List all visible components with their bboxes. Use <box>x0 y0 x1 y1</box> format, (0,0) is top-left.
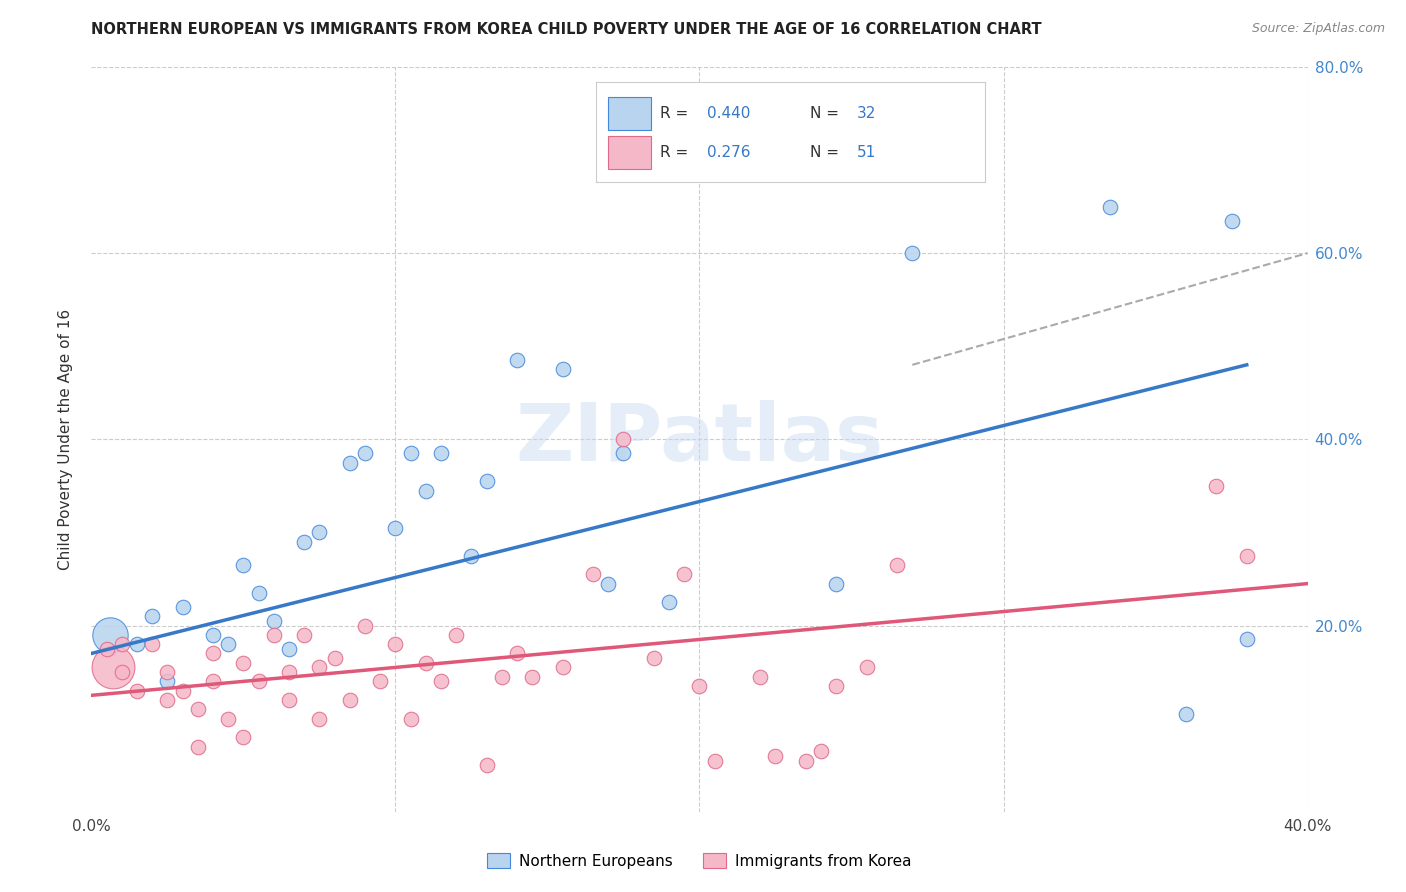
Point <box>612 433 634 447</box>
Point <box>825 679 848 693</box>
Point <box>598 576 620 591</box>
Point <box>308 660 330 674</box>
Point <box>278 693 301 707</box>
Point <box>399 712 422 726</box>
Point <box>582 567 605 582</box>
Point <box>551 362 574 376</box>
Point <box>415 483 437 498</box>
Point <box>96 641 118 656</box>
Point <box>202 674 225 689</box>
Point <box>141 637 163 651</box>
Point <box>339 456 361 470</box>
Point <box>551 660 574 674</box>
Point <box>263 614 285 628</box>
Point <box>323 651 346 665</box>
Point <box>308 712 330 726</box>
Point <box>247 586 270 600</box>
Point <box>1174 706 1197 721</box>
Point <box>111 637 134 651</box>
Point <box>384 521 406 535</box>
Point <box>475 474 498 488</box>
Point <box>1098 200 1121 214</box>
Point <box>810 744 832 758</box>
Point <box>643 651 665 665</box>
Point <box>278 665 301 679</box>
Point <box>232 656 254 670</box>
Point <box>430 674 453 689</box>
Point <box>399 446 422 460</box>
Point <box>825 576 848 591</box>
Text: NORTHERN EUROPEAN VS IMMIGRANTS FROM KOREA CHILD POVERTY UNDER THE AGE OF 16 COR: NORTHERN EUROPEAN VS IMMIGRANTS FROM KOR… <box>91 22 1042 37</box>
Point <box>430 446 453 460</box>
Point <box>278 641 301 656</box>
Point <box>354 446 377 460</box>
Point <box>886 558 908 572</box>
Point <box>368 674 391 689</box>
Point <box>1220 213 1243 227</box>
Point <box>673 567 696 582</box>
Point <box>522 670 544 684</box>
Point <box>1236 549 1258 563</box>
Point <box>765 748 787 763</box>
Point <box>491 670 513 684</box>
Point <box>415 656 437 670</box>
Point <box>217 712 239 726</box>
Y-axis label: Child Poverty Under the Age of 16: Child Poverty Under the Age of 16 <box>58 309 73 570</box>
Point <box>156 674 179 689</box>
Point <box>794 754 817 768</box>
Point <box>263 628 285 642</box>
Text: Source: ZipAtlas.com: Source: ZipAtlas.com <box>1251 22 1385 36</box>
Point <box>172 683 194 698</box>
Point <box>339 693 361 707</box>
Point <box>247 674 270 689</box>
Point <box>202 628 225 642</box>
Point <box>703 754 725 768</box>
Point <box>475 758 498 772</box>
Point <box>125 683 148 698</box>
Point <box>187 739 209 754</box>
Point <box>688 679 710 693</box>
Point <box>292 628 315 642</box>
Point <box>444 628 467 642</box>
Point <box>141 609 163 624</box>
Point <box>1205 479 1227 493</box>
Text: ZIPatlas: ZIPatlas <box>516 401 883 478</box>
Point <box>308 525 330 540</box>
Point <box>460 549 482 563</box>
Point <box>172 599 194 614</box>
Point <box>101 660 124 674</box>
Point <box>1236 632 1258 647</box>
Point <box>217 637 239 651</box>
Point <box>384 637 406 651</box>
Point <box>855 660 877 674</box>
Point <box>292 534 315 549</box>
Point <box>506 647 529 661</box>
Point <box>354 618 377 632</box>
Point <box>125 637 148 651</box>
Point <box>232 730 254 744</box>
Point <box>232 558 254 572</box>
Point <box>931 87 953 102</box>
Point <box>612 446 634 460</box>
Point <box>111 665 134 679</box>
Point <box>156 693 179 707</box>
Legend: Northern Europeans, Immigrants from Korea: Northern Europeans, Immigrants from Kore… <box>481 847 918 875</box>
Point <box>187 702 209 716</box>
Point <box>202 647 225 661</box>
Point <box>749 670 772 684</box>
Point <box>156 665 179 679</box>
Point <box>658 595 681 609</box>
Point <box>901 246 924 260</box>
Point <box>98 628 121 642</box>
Point <box>506 353 529 368</box>
